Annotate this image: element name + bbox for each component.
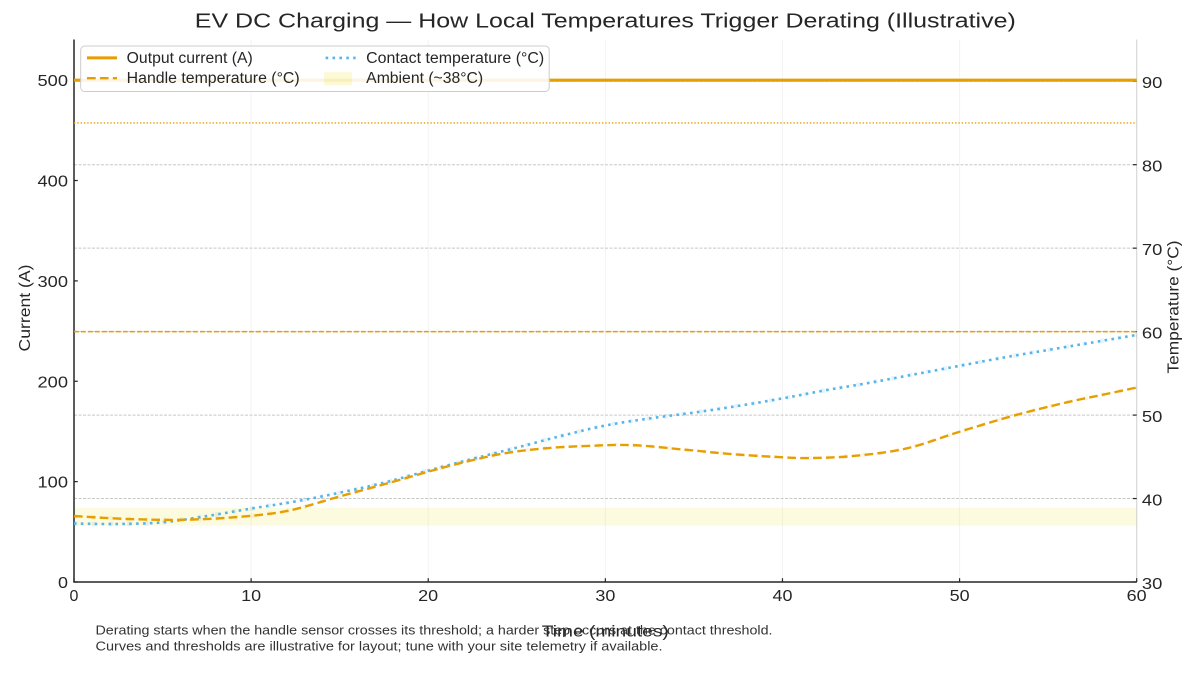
svg-text:100: 100 [38,475,69,492]
svg-text:70: 70 [1142,242,1163,259]
svg-text:40: 40 [1142,493,1163,510]
svg-text:0: 0 [58,575,68,592]
svg-text:Handle temperature (°C): Handle temperature (°C) [127,70,300,87]
svg-text:30: 30 [1142,576,1163,593]
svg-text:Derating starts when the handl: Derating starts when the handle sensor c… [96,623,773,638]
svg-text:60: 60 [1127,588,1147,605]
svg-text:Current (A): Current (A) [17,265,34,352]
svg-text:80: 80 [1142,159,1163,176]
svg-text:10: 10 [241,588,261,605]
svg-text:Output current (A): Output current (A) [127,50,253,67]
svg-text:400: 400 [38,174,69,191]
svg-text:90: 90 [1142,75,1163,92]
svg-text:Curves and thresholds are illu: Curves and thresholds are illustrative f… [96,638,663,653]
svg-text:500: 500 [38,73,69,90]
svg-text:EV DC Charging — How Local Tem: EV DC Charging — How Local Temperatures … [195,11,1016,33]
svg-text:Ambient (~38°C): Ambient (~38°C) [366,70,483,87]
svg-text:Temperature (°C): Temperature (°C) [1166,241,1183,374]
svg-text:30: 30 [595,588,615,605]
svg-text:300: 300 [38,274,69,291]
svg-text:Time (minutes): Time (minutes) [542,623,669,640]
svg-text:40: 40 [773,588,793,605]
svg-text:60: 60 [1142,326,1163,343]
svg-text:Contact temperature (°C): Contact temperature (°C) [366,50,544,67]
svg-text:50: 50 [950,588,970,605]
svg-text:50: 50 [1142,409,1163,426]
svg-text:200: 200 [38,374,69,391]
svg-text:0: 0 [70,588,79,605]
svg-text:20: 20 [418,588,438,605]
